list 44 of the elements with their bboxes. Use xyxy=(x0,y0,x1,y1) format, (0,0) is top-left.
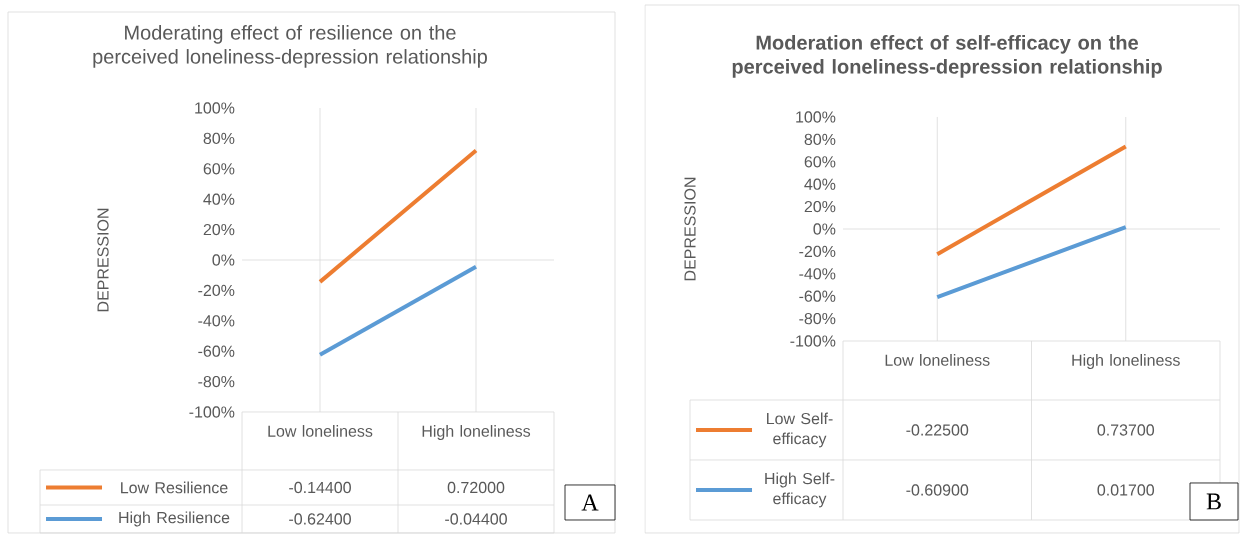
legend-label: High Self-efficacy xyxy=(765,472,835,508)
y-tick-label: -100% xyxy=(189,406,235,418)
y-tick-label: 40% xyxy=(203,193,235,205)
y-tick-label: -80% xyxy=(198,375,235,388)
data-label: 0.73700 xyxy=(1097,424,1155,436)
y-tick-label: -60% xyxy=(198,345,235,357)
x-tick-label: High loneliness xyxy=(422,425,531,440)
y-axis-title: DEPRESSION xyxy=(684,177,696,281)
legend-label: Low Self-efficacy xyxy=(767,412,833,448)
data-label: -0.62400 xyxy=(289,513,351,525)
x-tick-label: Low loneliness xyxy=(268,425,373,437)
y-tick-label: -20% xyxy=(799,245,836,258)
y-axis-title: DEPRESSION xyxy=(97,208,109,312)
y-tick-label: 100% xyxy=(796,111,836,123)
data-label: -0.22500 xyxy=(906,424,969,436)
chart-title: Moderation effect of self-efficacy on the perceived loneliness-depression relationship xyxy=(732,35,1162,78)
y-tick-label: 20% xyxy=(203,223,235,236)
y-tick-label: 80% xyxy=(804,133,836,146)
data-label: 0.72000 xyxy=(447,481,505,494)
y-tick-label: 20% xyxy=(804,200,836,213)
text: A xyxy=(581,494,599,511)
y-tick-label: -100% xyxy=(790,335,836,347)
y-tick-label: -20% xyxy=(198,284,235,297)
y-tick-label: 40% xyxy=(804,178,836,190)
y-tick-label: -80% xyxy=(799,312,836,325)
y-tick-label: -60% xyxy=(799,290,836,302)
data-label: -0.14400 xyxy=(289,481,351,494)
y-tick-label: 0% xyxy=(212,254,235,266)
data-label: -0.60900 xyxy=(906,484,969,496)
x-tick-label: Low loneliness xyxy=(885,354,990,366)
data-label: 0.01700 xyxy=(1097,484,1155,496)
y-tick-label: 80% xyxy=(203,132,235,145)
data-label: -0.04400 xyxy=(445,513,507,525)
y-tick-label: 60% xyxy=(203,163,235,175)
y-tick-label: 100% xyxy=(195,102,235,114)
y-tick-label: -40% xyxy=(198,315,235,327)
y-tick-label: -40% xyxy=(799,268,836,280)
legend-label: High Resilience xyxy=(119,511,230,527)
text: B xyxy=(1206,493,1221,510)
x-tick-label: High loneliness xyxy=(1072,354,1180,369)
chart-title: Moderating effect of resilience on the perceived loneliness-depression relationship xyxy=(93,25,487,68)
legend-label: Low Resilience xyxy=(121,481,228,494)
y-tick-label: 60% xyxy=(804,156,836,168)
y-tick-label: 0% xyxy=(813,223,836,235)
